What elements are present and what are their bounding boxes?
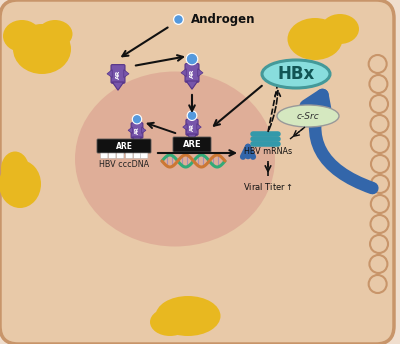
Ellipse shape xyxy=(38,20,72,48)
Polygon shape xyxy=(112,82,124,90)
FancyBboxPatch shape xyxy=(126,153,133,158)
FancyBboxPatch shape xyxy=(101,153,108,158)
Polygon shape xyxy=(142,127,146,133)
Ellipse shape xyxy=(156,296,220,336)
Circle shape xyxy=(370,115,388,133)
Circle shape xyxy=(371,175,389,193)
Text: AR: AR xyxy=(134,127,140,135)
Polygon shape xyxy=(186,81,198,89)
FancyBboxPatch shape xyxy=(186,119,198,135)
Text: AR: AR xyxy=(190,123,194,131)
FancyArrowPatch shape xyxy=(306,95,372,188)
FancyBboxPatch shape xyxy=(131,123,143,138)
Circle shape xyxy=(187,111,197,120)
Text: HBV mRNAs: HBV mRNAs xyxy=(244,147,292,155)
Circle shape xyxy=(371,155,389,173)
Polygon shape xyxy=(183,123,187,130)
Ellipse shape xyxy=(1,151,29,186)
Circle shape xyxy=(370,95,388,113)
Ellipse shape xyxy=(75,72,275,247)
Circle shape xyxy=(369,275,387,293)
Ellipse shape xyxy=(321,14,359,44)
Text: AR: AR xyxy=(116,69,120,79)
Text: HBx: HBx xyxy=(277,65,315,83)
Polygon shape xyxy=(107,69,112,78)
Ellipse shape xyxy=(277,105,339,127)
Polygon shape xyxy=(181,69,186,77)
Text: ARE: ARE xyxy=(116,141,132,151)
Circle shape xyxy=(371,195,389,213)
Text: Viral Titer$\uparrow$: Viral Titer$\uparrow$ xyxy=(243,181,293,192)
Polygon shape xyxy=(187,134,197,141)
Circle shape xyxy=(370,215,388,233)
Ellipse shape xyxy=(150,308,190,336)
FancyBboxPatch shape xyxy=(109,153,116,158)
Text: AR: AR xyxy=(190,68,194,78)
Ellipse shape xyxy=(0,160,41,208)
FancyBboxPatch shape xyxy=(117,153,124,158)
FancyBboxPatch shape xyxy=(173,137,211,152)
Text: Androgen: Androgen xyxy=(191,12,256,25)
Ellipse shape xyxy=(3,20,41,52)
Circle shape xyxy=(371,135,389,153)
Polygon shape xyxy=(124,69,129,78)
Circle shape xyxy=(132,115,142,124)
Ellipse shape xyxy=(288,18,342,60)
Polygon shape xyxy=(197,123,201,130)
Polygon shape xyxy=(132,137,142,144)
Polygon shape xyxy=(198,69,203,77)
Ellipse shape xyxy=(262,60,330,88)
FancyBboxPatch shape xyxy=(134,153,141,158)
FancyBboxPatch shape xyxy=(97,139,151,153)
Text: HBV cccDNA: HBV cccDNA xyxy=(99,160,149,169)
Ellipse shape xyxy=(13,24,71,74)
Circle shape xyxy=(369,55,387,73)
Text: c-Src: c-Src xyxy=(297,111,319,120)
Circle shape xyxy=(186,53,198,65)
FancyBboxPatch shape xyxy=(111,65,125,83)
Polygon shape xyxy=(128,127,132,133)
Circle shape xyxy=(370,235,388,253)
Text: ARE: ARE xyxy=(183,140,201,149)
Circle shape xyxy=(370,75,388,93)
FancyBboxPatch shape xyxy=(141,153,148,158)
FancyBboxPatch shape xyxy=(185,64,199,82)
Circle shape xyxy=(370,255,388,273)
